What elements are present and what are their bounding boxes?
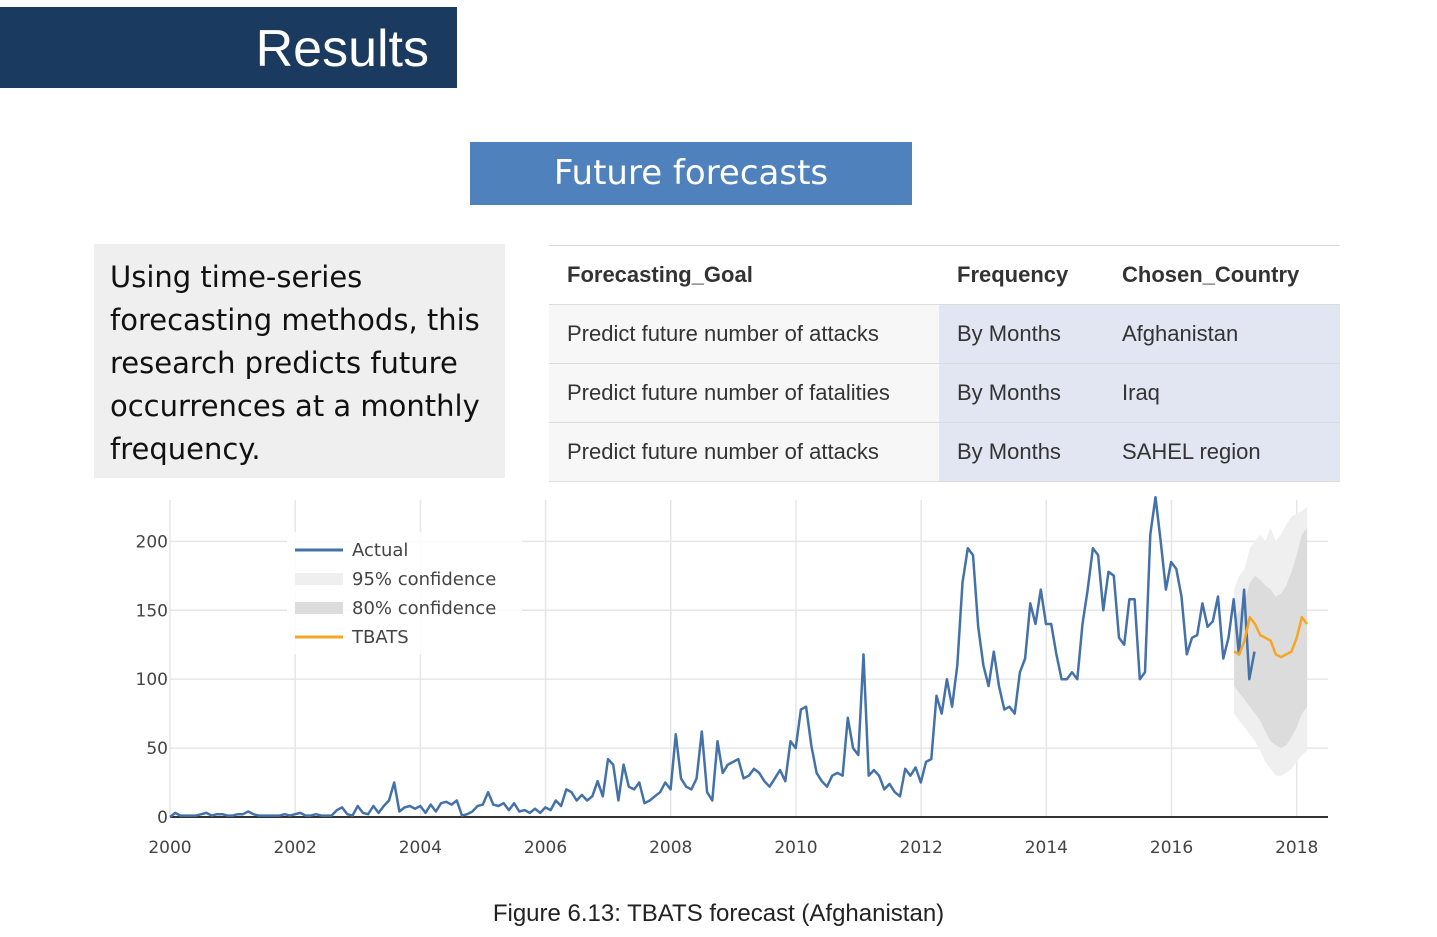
table-cell: By Months	[939, 422, 1104, 482]
table-cell: Predict future number of attacks	[549, 422, 939, 482]
table-cell: By Months	[939, 304, 1104, 364]
legend-background	[287, 532, 522, 654]
title-bar: Results	[0, 7, 457, 88]
y-tick-label: 200	[136, 532, 168, 552]
table-row: Predict future number of attacks By Mont…	[549, 422, 1340, 482]
legend-ci80-label: 80% confidence	[352, 598, 496, 619]
x-tick-label: 2016	[1150, 838, 1193, 858]
legend-tbats-label: TBATS	[351, 627, 409, 648]
x-tick-label: 2002	[274, 838, 317, 858]
column-header: Forecasting_Goal	[549, 245, 939, 305]
x-tick-label: 2014	[1025, 838, 1068, 858]
y-tick-label: 150	[136, 601, 168, 621]
figure-caption: Figure 6.13: TBATS forecast (Afghanistan…	[492, 900, 945, 927]
table-cell: Afghanistan	[1104, 304, 1340, 364]
table-row: Predict future number of attacks By Mont…	[549, 304, 1340, 364]
x-tick-label: 2008	[649, 838, 692, 858]
tbats-series-line	[1233, 615, 1309, 659]
x-tick-label: 2000	[148, 838, 191, 858]
ci80-band	[1234, 527, 1308, 749]
legend-actual-label: Actual	[352, 540, 408, 561]
table-cell: SAHEL region	[1104, 422, 1340, 482]
table-row: Predict future number of fatalities By M…	[549, 363, 1340, 423]
forecast-table: Forecasting_Goal Frequency Chosen_Countr…	[549, 245, 1340, 482]
description-text: Using time-series forecasting methods, t…	[94, 244, 505, 478]
column-header: Frequency	[939, 245, 1104, 305]
legend-ci95-label: 95% confidence	[352, 569, 496, 590]
forecast-chart: 2000 2002 2004 2006 2008 2010 2012 2014 2016 2018…	[136, 495, 1328, 858]
y-tick-label: 50	[146, 739, 168, 759]
x-tick-label: 2018	[1275, 838, 1318, 858]
table-header-row: Forecasting_Goal Frequency Chosen_Countr…	[549, 245, 1340, 305]
table-cell: Predict future number of attacks	[549, 304, 939, 364]
x-tick-label: 2012	[900, 838, 943, 858]
x-tick-label: 2006	[524, 838, 567, 858]
actual-series-line	[169, 495, 1256, 818]
table-cell: Iraq	[1104, 363, 1340, 423]
table-cell: Predict future number of fatalities	[549, 363, 939, 423]
page-title: Results	[255, 20, 429, 78]
section-label: Future forecasts	[470, 142, 912, 205]
x-tick-label: 2004	[399, 838, 442, 858]
y-tick-label: 100	[136, 670, 168, 690]
table-cell: By Months	[939, 363, 1104, 423]
legend-ci95-swatch	[295, 573, 343, 585]
x-tick-label: 2010	[774, 838, 817, 858]
y-tick-label: 0	[157, 808, 168, 828]
legend-ci80-swatch	[295, 602, 343, 614]
column-header: Chosen_Country	[1104, 245, 1340, 305]
